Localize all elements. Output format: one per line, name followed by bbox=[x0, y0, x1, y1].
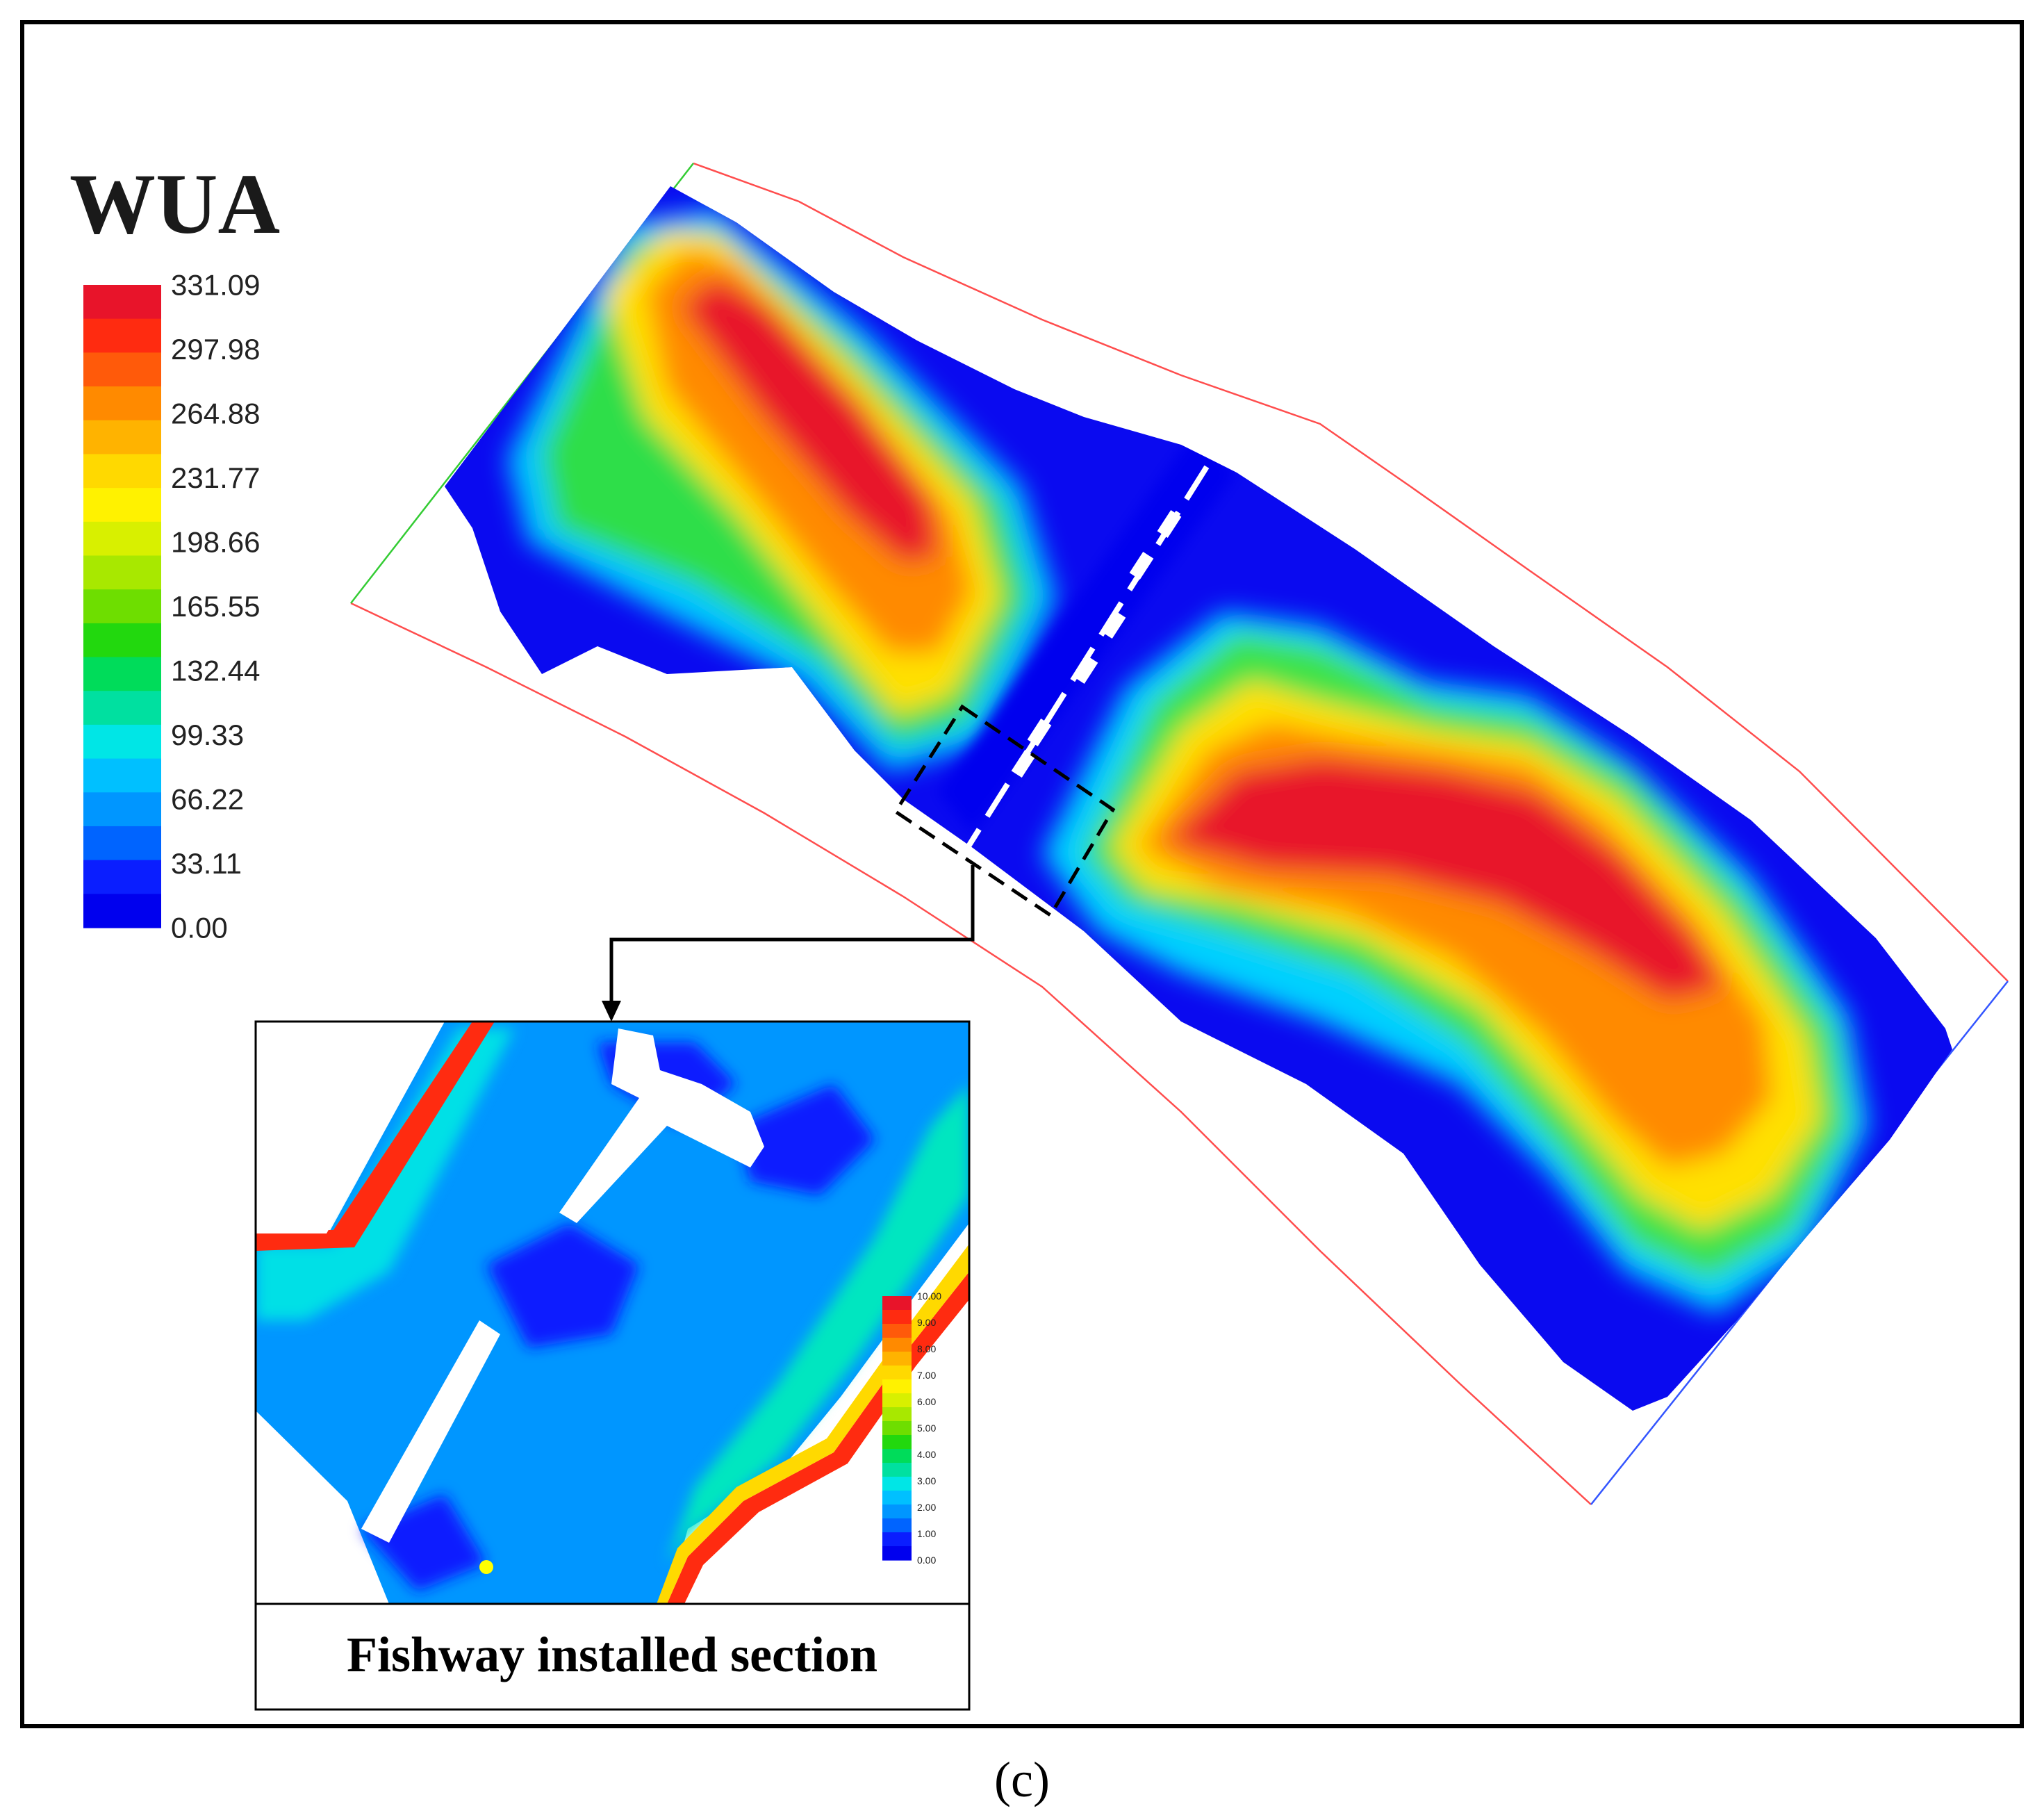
wua-legend-swatch bbox=[83, 860, 161, 894]
wua-legend-swatch bbox=[83, 657, 161, 691]
wua-legend-swatch bbox=[83, 792, 161, 827]
wua-legend-swatch bbox=[83, 454, 161, 489]
inset-caption-box bbox=[254, 1602, 971, 1711]
inset-legend-tick-label: 2.00 bbox=[917, 1502, 936, 1513]
inset-legend-swatch bbox=[882, 1421, 912, 1436]
inset-legend-tick-label: 4.00 bbox=[917, 1449, 936, 1460]
wua-legend-tick-label: 33.11 bbox=[171, 847, 242, 880]
inset-legend-swatch bbox=[882, 1449, 912, 1464]
wua-legend-tick-label: 264.88 bbox=[171, 397, 260, 430]
inset-legend-swatch bbox=[882, 1407, 912, 1422]
fishway-section-marker bbox=[893, 704, 1116, 918]
wua-legend-tick-label: 231.77 bbox=[171, 461, 260, 494]
wua-legend-tick-label: 297.98 bbox=[171, 333, 260, 366]
wua-legend-swatch bbox=[83, 521, 161, 557]
inset-legend-swatch bbox=[882, 1505, 912, 1519]
inset-legend-tick-label: 8.00 bbox=[917, 1343, 936, 1354]
inset-legend-swatch bbox=[882, 1366, 912, 1380]
inset-legend-swatch bbox=[882, 1310, 912, 1325]
inset-legend-swatch bbox=[882, 1477, 912, 1491]
inset-legend-swatch bbox=[882, 1463, 912, 1477]
inset-legend-swatch bbox=[882, 1324, 912, 1338]
inset-legend-tick-label: 9.00 bbox=[917, 1317, 936, 1328]
inset-legend-swatch bbox=[882, 1338, 912, 1352]
inset-legend-swatch bbox=[882, 1518, 912, 1533]
inset-legend-swatch bbox=[882, 1532, 912, 1547]
legend-title: WUA bbox=[69, 156, 280, 252]
inset-contour-map bbox=[256, 1022, 969, 1604]
inset-legend-swatch bbox=[882, 1546, 912, 1561]
wua-legend-swatch bbox=[83, 691, 161, 725]
wua-legend-tick-label: 0.00 bbox=[171, 912, 228, 944]
wua-legend-tick-label: 331.09 bbox=[171, 269, 260, 302]
wua-legend-swatch bbox=[83, 758, 161, 793]
inset-legend-tick-label: 7.00 bbox=[917, 1370, 936, 1381]
inset-legend-tick-label: 6.00 bbox=[917, 1396, 936, 1407]
inset-legend-tick-label: 0.00 bbox=[917, 1555, 936, 1566]
wua-legend-tick-label: 66.22 bbox=[171, 783, 244, 816]
inset-legend-tick-label: 1.00 bbox=[917, 1528, 936, 1539]
inset-panel: 10.00 9.00 8.00 7.00 6.00 5.00 4.00 3.00 2.00 1.0… bbox=[254, 1020, 971, 1711]
wua-legend-tick-label: 198.66 bbox=[171, 526, 260, 559]
wua-legend-tick-label: 132.44 bbox=[171, 655, 260, 687]
panel-label: (c) bbox=[994, 1752, 1050, 1807]
inset-legend-swatch bbox=[882, 1393, 912, 1408]
wua-legend-swatch bbox=[83, 318, 161, 353]
wua-legend-swatch bbox=[83, 386, 161, 421]
inset-color-legend: 10.00 9.00 8.00 7.00 6.00 5.00 4.00 3.00 2.00 1.0… bbox=[882, 1290, 941, 1566]
wua-legend-swatch bbox=[83, 826, 161, 861]
wua-color-legend: 331.09 297.98 264.88 231.77 198.66 165.55 132.… bbox=[83, 269, 260, 944]
wua-legend-swatch bbox=[83, 285, 161, 320]
inset-legend-tick-label: 5.00 bbox=[917, 1423, 936, 1434]
inset-legend-swatch bbox=[882, 1296, 912, 1311]
wua-legend-swatch bbox=[83, 488, 161, 523]
wua-legend-swatch bbox=[83, 420, 161, 455]
wua-legend-tick-label: 165.55 bbox=[171, 590, 260, 623]
wua-legend-swatch bbox=[83, 352, 161, 387]
wua-legend-swatch bbox=[83, 589, 161, 624]
inset-caption: Fishway installed section bbox=[347, 1627, 877, 1682]
wua-legend-swatch bbox=[83, 623, 161, 658]
wua-legend-swatch bbox=[83, 894, 161, 928]
inset-connector-arrow bbox=[602, 865, 975, 1022]
inset-legend-tick-label: 10.00 bbox=[917, 1290, 941, 1302]
inset-legend-swatch bbox=[882, 1379, 912, 1394]
fishway-structure bbox=[956, 439, 1226, 864]
wua-legend-swatch bbox=[83, 555, 161, 590]
inset-legend-swatch bbox=[882, 1352, 912, 1366]
inset-legend-tick-label: 3.00 bbox=[917, 1475, 936, 1486]
wua-legend-tick-label: 99.33 bbox=[171, 719, 244, 751]
wua-legend-swatch bbox=[83, 724, 161, 760]
inset-legend-swatch bbox=[882, 1491, 912, 1505]
inset-legend-swatch bbox=[882, 1435, 912, 1450]
